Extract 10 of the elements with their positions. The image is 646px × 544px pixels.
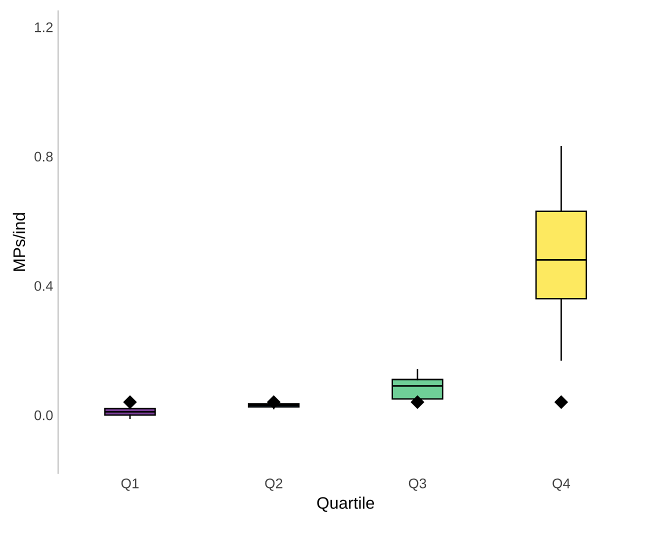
y-axis-title: MPs/ind — [12, 213, 26, 271]
x-tick-label: Q3 — [408, 478, 426, 491]
y-tick-label: 0.0 — [34, 410, 53, 420]
y-tick-label: 0.8 — [34, 152, 53, 162]
x-axis-title: Quartile — [317, 496, 374, 512]
y-tick-label: 0.4 — [34, 281, 53, 291]
x-tick-label: Q2 — [265, 478, 282, 491]
x-tick-label: Q1 — [121, 478, 139, 491]
y-tick-label: 1.2 — [35, 22, 53, 32]
x-tick-label: Q4 — [552, 478, 570, 491]
